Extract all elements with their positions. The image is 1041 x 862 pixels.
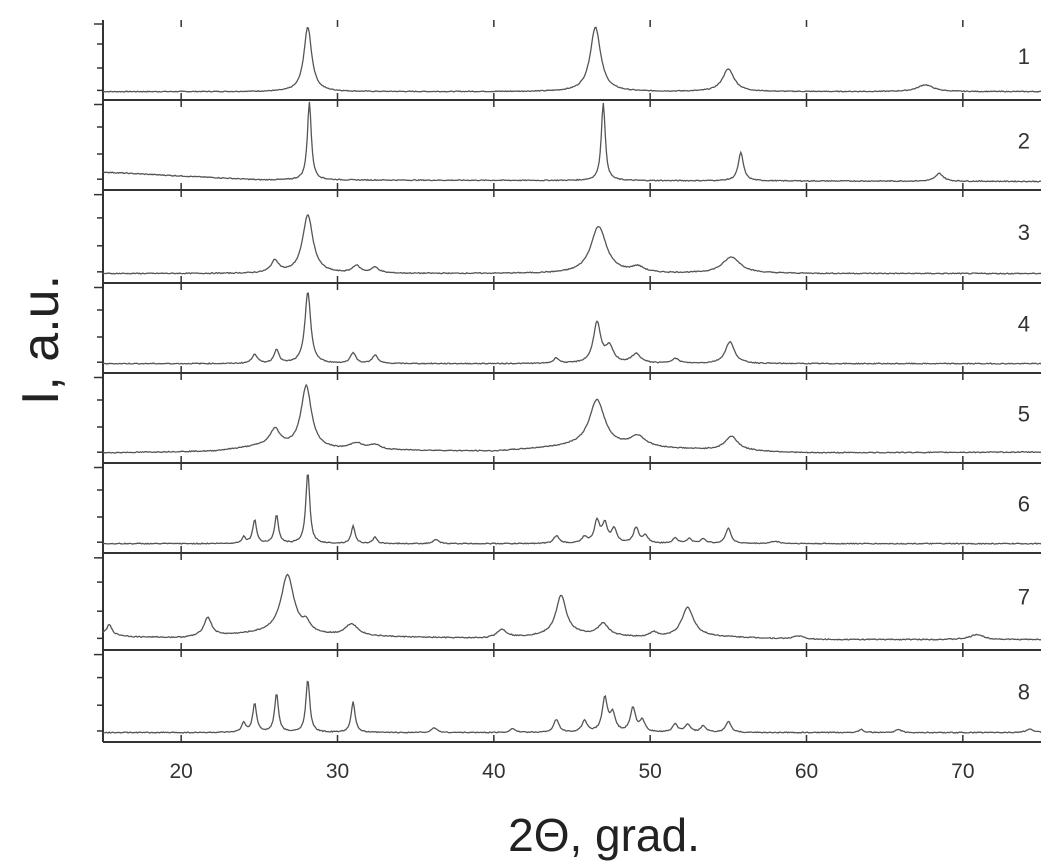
series-4-line (102, 292, 1041, 365)
panel-label-5: 5 (1018, 402, 1030, 427)
series-7-line (102, 573, 1041, 641)
panel-label-2: 2 (1018, 129, 1030, 154)
series-2-line (102, 101, 1041, 183)
panel-label-7: 7 (1018, 585, 1030, 610)
x-tick-label: 50 (638, 760, 661, 783)
x-tick-label: 60 (795, 760, 818, 783)
x-tick-label: 20 (169, 760, 192, 783)
panel-label-6: 6 (1018, 492, 1030, 517)
panel-label-8: 8 (1018, 679, 1030, 704)
x-tick-label: 70 (951, 760, 974, 783)
x-tick-label: 40 (482, 760, 505, 783)
series-6-line (102, 474, 1041, 545)
panel-label-3: 3 (1018, 220, 1030, 245)
plot-area: 1 2 3 4 5 6 7 8 20 30 40 50 60 70 (94, 20, 1041, 783)
y-axis-title: I, a.u. (12, 275, 70, 405)
series-8-line (103, 680, 1041, 734)
panel-label-1: 1 (1018, 44, 1030, 69)
series-1-line (102, 26, 1041, 93)
x-axis-title: 2Θ, grad. (508, 809, 700, 861)
x-tick-label: 30 (326, 760, 349, 783)
panel-label-4: 4 (1018, 312, 1030, 337)
series-3-line (102, 214, 1041, 275)
series-5-line (102, 383, 1041, 454)
